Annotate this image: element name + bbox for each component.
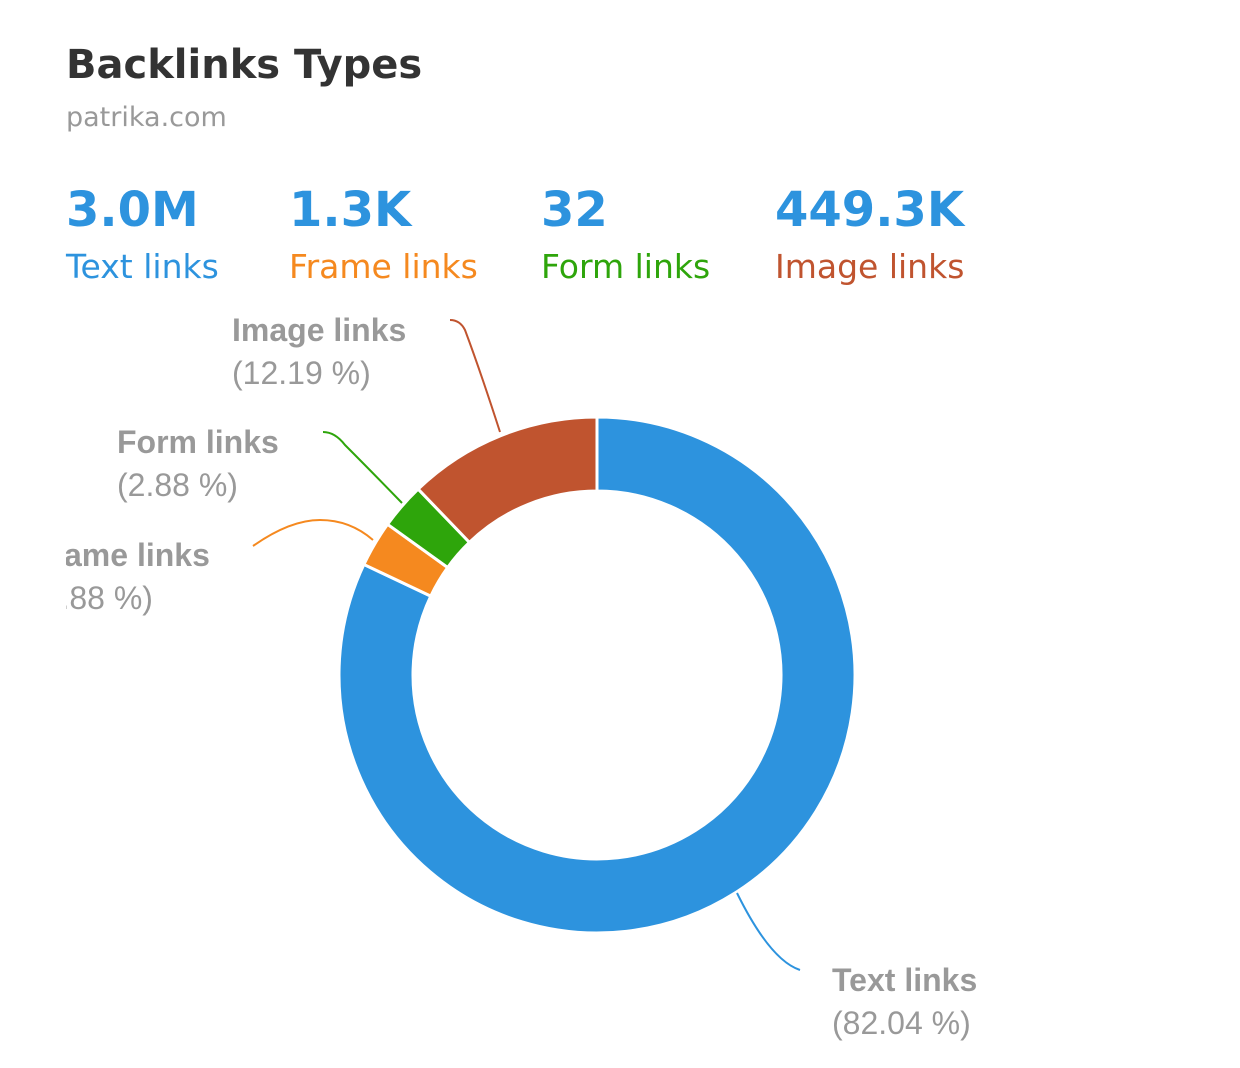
stat-label: Text links: [65, 247, 219, 286]
stat-label: Form links: [541, 247, 710, 286]
stat-value: 449.3K: [775, 182, 966, 238]
connector: [252, 518, 374, 547]
slice-value: (2.88 %): [117, 467, 238, 503]
stat-label: Frame links: [289, 247, 478, 286]
donut-slice: [337, 415, 857, 935]
slice-value: (12.19 %): [232, 355, 371, 391]
slice-value: (82.04 %): [832, 1005, 971, 1041]
connector: [322, 431, 403, 504]
connector: [736, 892, 801, 971]
connector: [449, 319, 501, 433]
stat-value: 1.3K: [289, 182, 413, 238]
donut-slice: [416, 415, 599, 545]
slice-name: Frame links: [32, 537, 210, 573]
slice-value: (2.88 %): [32, 580, 153, 616]
title: Backlinks Types: [66, 42, 422, 88]
stats: 3.0M Text links 1.3K Frame links 32 Form link…: [65, 182, 966, 286]
subtitle: patrika.com: [66, 102, 227, 133]
slice-name: Text links: [832, 962, 977, 998]
stat-value: 32: [541, 182, 608, 238]
stat-label: Image links: [775, 247, 964, 286]
stat-value: 3.0M: [66, 182, 199, 238]
slice-name: Form links: [117, 424, 279, 460]
slice-name: Image links: [232, 312, 406, 348]
donut-chart: Text links (82.04 %) Frame links (2.88 %) Fo…: [32, 312, 977, 1041]
